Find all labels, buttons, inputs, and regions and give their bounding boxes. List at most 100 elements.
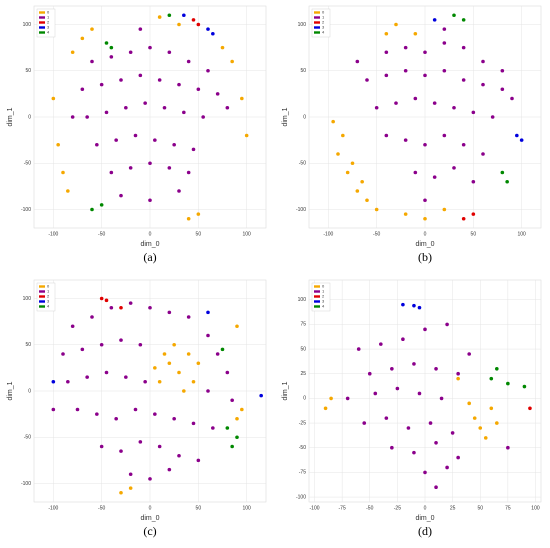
point (61, 170, 65, 175)
point (66, 189, 70, 193)
legend-swatch (314, 285, 320, 288)
point (85, 375, 89, 379)
point (128, 486, 133, 490)
point (235, 435, 239, 440)
point (467, 352, 471, 356)
point (80, 36, 85, 41)
x-tick-label: -100 (48, 505, 58, 511)
point (157, 444, 162, 449)
legend-label: 2 (47, 20, 50, 25)
legend-label: 1 (322, 289, 325, 294)
point (143, 101, 147, 105)
point (148, 161, 152, 166)
y-tick-label: 50 (300, 346, 306, 352)
point (390, 445, 394, 450)
y-tick-label: 0 (303, 114, 306, 120)
point (467, 401, 471, 406)
point (109, 55, 114, 59)
point (157, 78, 162, 82)
caption: (d) (418, 524, 432, 538)
y-tick-label: -75 (299, 470, 306, 476)
legend-box (311, 282, 331, 312)
point (153, 366, 157, 370)
point (182, 13, 186, 18)
point (104, 110, 109, 115)
y-tick-label: 50 (25, 68, 31, 74)
point (240, 407, 244, 412)
y-tick-label: -50 (299, 161, 306, 167)
x-tick-label: -50 (373, 231, 380, 237)
legend-box (36, 8, 56, 38)
y-tick-label: -100 (296, 494, 306, 500)
point (452, 105, 456, 110)
point (109, 170, 114, 175)
y-axis-label: dim_1 (282, 381, 289, 400)
legend-label: 1 (47, 15, 50, 20)
point (345, 170, 350, 175)
legend-label: 2 (47, 294, 50, 299)
point (413, 31, 418, 36)
point (119, 78, 123, 82)
y-tick-label: 25 (300, 371, 306, 377)
panel: -100 -75 -50 -25 0 25 50 75 100 -100 -75 -50 -25 0 25 5… (282, 279, 542, 538)
point (172, 416, 176, 421)
y-tick-label: 75 (300, 322, 306, 328)
y-tick-label: 0 (28, 388, 31, 394)
point (119, 305, 123, 310)
point (384, 50, 389, 55)
point (528, 406, 532, 411)
point (423, 142, 427, 147)
point (390, 367, 394, 371)
point (162, 105, 167, 110)
point (186, 315, 191, 319)
point (177, 453, 181, 458)
point (51, 96, 56, 101)
point (355, 189, 360, 193)
point (80, 347, 85, 352)
point (215, 92, 220, 96)
point (423, 73, 427, 78)
y-tick-label: -100 (296, 207, 306, 213)
point (452, 13, 456, 18)
point (434, 367, 438, 371)
x-tick-label: -100 (323, 231, 333, 237)
point (373, 391, 378, 396)
point (61, 352, 65, 356)
point (481, 152, 485, 156)
point (206, 389, 210, 393)
point (85, 115, 89, 119)
point (191, 379, 196, 384)
point (143, 379, 147, 384)
point (230, 59, 234, 64)
point (384, 73, 389, 78)
point (423, 198, 427, 203)
point (90, 207, 94, 212)
point (350, 161, 355, 166)
point (522, 384, 527, 389)
point (104, 41, 109, 45)
point (384, 416, 389, 420)
x-tick-label: -25 (394, 505, 401, 511)
point (478, 426, 483, 430)
point (483, 436, 488, 440)
point (167, 467, 172, 472)
legend-label: 3 (322, 25, 325, 30)
legend-swatch (39, 285, 45, 288)
legend-label: 0 (322, 284, 325, 289)
point (172, 142, 176, 147)
point (148, 198, 152, 203)
point (225, 426, 230, 430)
point (515, 133, 519, 138)
y-tick-label: 100 (23, 296, 32, 302)
legend-label: 0 (47, 10, 50, 15)
legend-label: 1 (322, 15, 325, 20)
point (196, 458, 201, 463)
point (461, 78, 466, 82)
point (220, 347, 225, 352)
x-tick-label: 25 (450, 505, 456, 511)
point (403, 212, 408, 216)
legend-label: 1 (47, 289, 50, 294)
point (506, 381, 510, 386)
point (191, 421, 196, 426)
point (201, 115, 205, 119)
